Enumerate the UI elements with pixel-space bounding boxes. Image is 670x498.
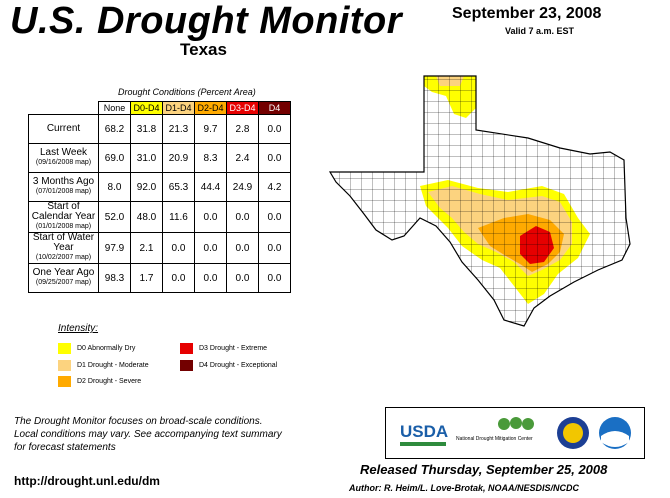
texas-drought-map [328, 75, 631, 327]
table-cell: 2.4 [226, 143, 259, 173]
footnote-line: Local conditions may vary. See accompany… [14, 429, 282, 440]
row-label: 3 Months Ago (07/01/2008 map) [28, 172, 99, 202]
table-cell: 31.0 [130, 143, 163, 173]
commerce-seal-icon [557, 417, 589, 449]
table-row: Current 68.2 31.8 21.3 9.7 2.8 0.0 [28, 114, 291, 144]
legend-swatch-d1 [58, 360, 71, 371]
table-cell: 0.0 [194, 263, 227, 293]
legend-label-d1: D1 Drought - Moderate [77, 362, 149, 369]
table-cell: 92.0 [130, 172, 163, 202]
legend-label-d0: D0 Abnormally Dry [77, 345, 136, 352]
valid-time: Valid 7 a.m. EST [505, 26, 575, 36]
website-link[interactable]: http://drought.unl.edu/dm [14, 474, 160, 488]
column-header: D2-D4 [194, 101, 227, 115]
table-cell: 0.0 [226, 201, 259, 233]
table-caption: Drought Conditions (Percent Area) [118, 87, 256, 97]
table-cell: 0.0 [258, 143, 291, 173]
legend-swatch-d3 [180, 343, 193, 354]
table-cell: 21.3 [162, 114, 195, 144]
row-label: Start of Water Year (10/02/2007 map) [28, 232, 99, 264]
table-cell: 0.0 [258, 201, 291, 233]
table-cell: 0.0 [162, 263, 195, 293]
row-label: One Year Ago (09/25/2007 map) [28, 263, 99, 293]
ndmc-trees-icon [498, 417, 534, 430]
footnote-line: for forecast statements [14, 442, 116, 453]
table-cell: 98.3 [98, 263, 131, 293]
table-corner [28, 101, 99, 115]
table-cell: 9.7 [194, 114, 227, 144]
footnote-line: The Drought Monitor focuses on broad-sca… [14, 416, 263, 427]
usda-logo-stripe [400, 442, 446, 446]
table-header-row: None D0-D4 D1-D4 D2-D4 D3-D4 D4 [28, 101, 291, 115]
table-row: Last Week (09/16/2008 map) 69.0 31.0 20.9… [28, 143, 291, 173]
column-header: None [98, 101, 131, 115]
table-row: 3 Months Ago (07/01/2008 map) 8.0 92.0 65… [28, 172, 291, 202]
usda-logo: USDA [400, 422, 449, 441]
map-date: September 23, 2008 [452, 5, 602, 22]
column-header: D3-D4 [226, 101, 259, 115]
table-cell: 0.0 [258, 232, 291, 264]
region-name: Texas [180, 40, 227, 59]
row-label: Start of Calendar Year (01/01/2008 map) [28, 201, 99, 233]
table-row: Start of Calendar Year (01/01/2008 map) 5… [28, 201, 291, 233]
table-cell: 48.0 [130, 201, 163, 233]
table-cell: 11.6 [162, 201, 195, 233]
column-header: D4 [258, 101, 291, 115]
table-cell: 31.8 [130, 114, 163, 144]
legend-label-d2: D2 Drought - Severe [77, 378, 142, 385]
legend-swatch-d0 [58, 343, 71, 354]
row-label: Last Week (09/16/2008 map) [28, 143, 99, 173]
table-cell: 52.0 [98, 201, 131, 233]
legend-label-d4: D4 Drought - Exceptional [199, 362, 278, 369]
table-cell: 2.1 [130, 232, 163, 264]
table-cell: 44.4 [194, 172, 227, 202]
table-cell: 2.8 [226, 114, 259, 144]
table-cell: 65.3 [162, 172, 195, 202]
table-cell: 4.2 [258, 172, 291, 202]
author-credit: Author: R. Heim/L. Love-Brotak, NOAA/NES… [349, 483, 580, 493]
table-cell: 0.0 [226, 263, 259, 293]
table-cell: 97.9 [98, 232, 131, 264]
table-cell: 0.0 [194, 201, 227, 233]
drought-conditions-table: None D0-D4 D1-D4 D2-D4 D3-D4 D4 Current … [28, 101, 291, 293]
table-cell: 8.3 [194, 143, 227, 173]
legend-swatch-d2 [58, 376, 71, 387]
row-label: Current [28, 114, 99, 144]
table-cell: 1.7 [130, 263, 163, 293]
release-date: Released Thursday, September 25, 2008 [360, 462, 608, 477]
legend-heading: Intensity: [58, 323, 99, 334]
column-header: D1-D4 [162, 101, 195, 115]
table-cell: 0.0 [258, 114, 291, 144]
table-cell: 69.0 [98, 143, 131, 173]
map-title: U.S. Drought Monitor [10, 0, 403, 42]
table-row: Start of Water Year (10/02/2007 map) 97.9… [28, 232, 291, 264]
partner-logos: USDA National Drought Mitigation Center [385, 407, 645, 459]
table-cell: 24.9 [226, 172, 259, 202]
table-cell: 0.0 [162, 232, 195, 264]
table-row: One Year Ago (09/25/2007 map) 98.3 1.7 0.… [28, 263, 291, 293]
column-header: D0-D4 [130, 101, 163, 115]
legend-label-d3: D3 Drought - Extreme [199, 345, 268, 352]
table-cell: 0.0 [194, 232, 227, 264]
table-cell: 0.0 [226, 232, 259, 264]
table-cell: 20.9 [162, 143, 195, 173]
table-cell: 8.0 [98, 172, 131, 202]
legend-swatch-d4 [180, 360, 193, 371]
table-cell: 0.0 [258, 263, 291, 293]
ndmc-logo: National Drought Mitigation Center [456, 436, 533, 442]
noaa-logo-icon [599, 417, 631, 449]
footnote: The Drought Monitor focuses on broad-sca… [14, 415, 334, 454]
table-cell: 68.2 [98, 114, 131, 144]
